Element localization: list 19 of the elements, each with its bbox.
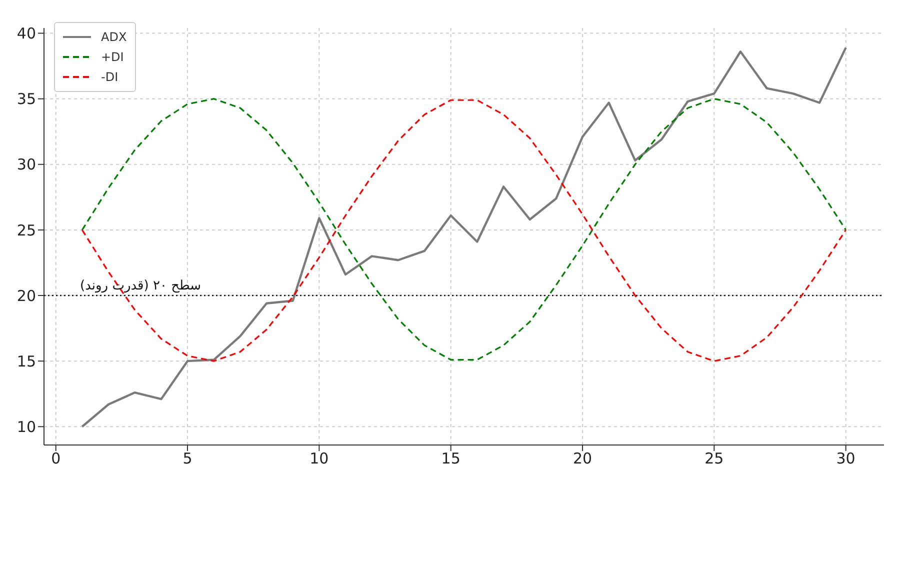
x-tick-label: 25	[704, 450, 724, 468]
line-series	[81, 46, 847, 428]
y-tick-label: 25	[16, 221, 36, 240]
x-tick-label: 10	[310, 450, 329, 468]
y-tick-label: 20	[16, 286, 36, 305]
x-tick-label: 15	[441, 450, 460, 468]
x-tick-label: 20	[572, 450, 592, 468]
ref-line-label: سطح ۲۰ (قدرت روند)	[80, 278, 202, 294]
legend-label: +DI	[101, 50, 124, 64]
x-tick-label: 30	[836, 450, 856, 468]
legend-label: -DI	[101, 70, 118, 84]
x-tick-label: 0	[51, 450, 61, 468]
y-tick-label: 10	[16, 418, 36, 436]
y-tick-label: 15	[16, 352, 36, 370]
x-tick-label: 5	[182, 450, 192, 468]
y-tick-label: 30	[16, 156, 36, 174]
y-tick-label: 40	[16, 24, 36, 43]
legend-label: ADX	[101, 30, 127, 44]
y-tick-label: 35	[16, 90, 36, 108]
